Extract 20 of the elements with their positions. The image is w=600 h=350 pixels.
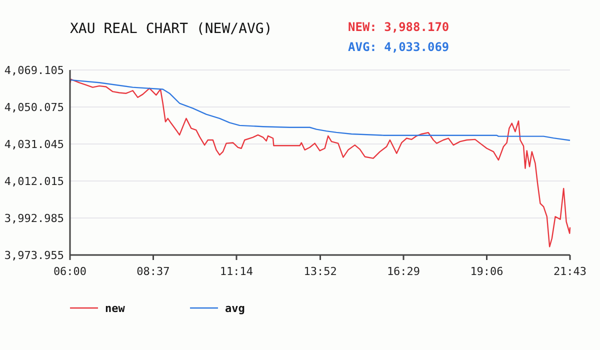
text: AVG: 4,033.069 — [348, 40, 450, 54]
y-tick-label: 4,031.045 — [4, 138, 64, 151]
text: NEW: 3,988.170 — [348, 20, 450, 34]
legend-label: avg — [225, 302, 245, 315]
x-tick-label: 13:52 — [304, 265, 337, 278]
y-tick-label: 4,012.015 — [4, 174, 64, 188]
line-series — [69, 79, 571, 141]
y-tick-label: 3,973.955 — [4, 248, 64, 262]
x-tick-label: 16:29 — [386, 265, 420, 278]
x-tick-label: 11:14 — [220, 265, 254, 278]
y-tick-label: 4,069.105 — [4, 64, 64, 77]
y-tick-label: 4,050.075 — [4, 100, 64, 114]
x-tick-label: 08:37 — [136, 265, 170, 278]
chart-title: XAU REAL CHART (NEW/AVG) — [70, 21, 272, 37]
x-tick-label: 19:06 — [470, 265, 504, 278]
y-tick-label: 3,992.985 — [4, 212, 64, 225]
legend-label: new — [105, 302, 126, 315]
x-tick-label: 06:00 — [53, 265, 87, 278]
x-tick-label: 21:43 — [553, 265, 587, 278]
line-series — [69, 78, 571, 248]
